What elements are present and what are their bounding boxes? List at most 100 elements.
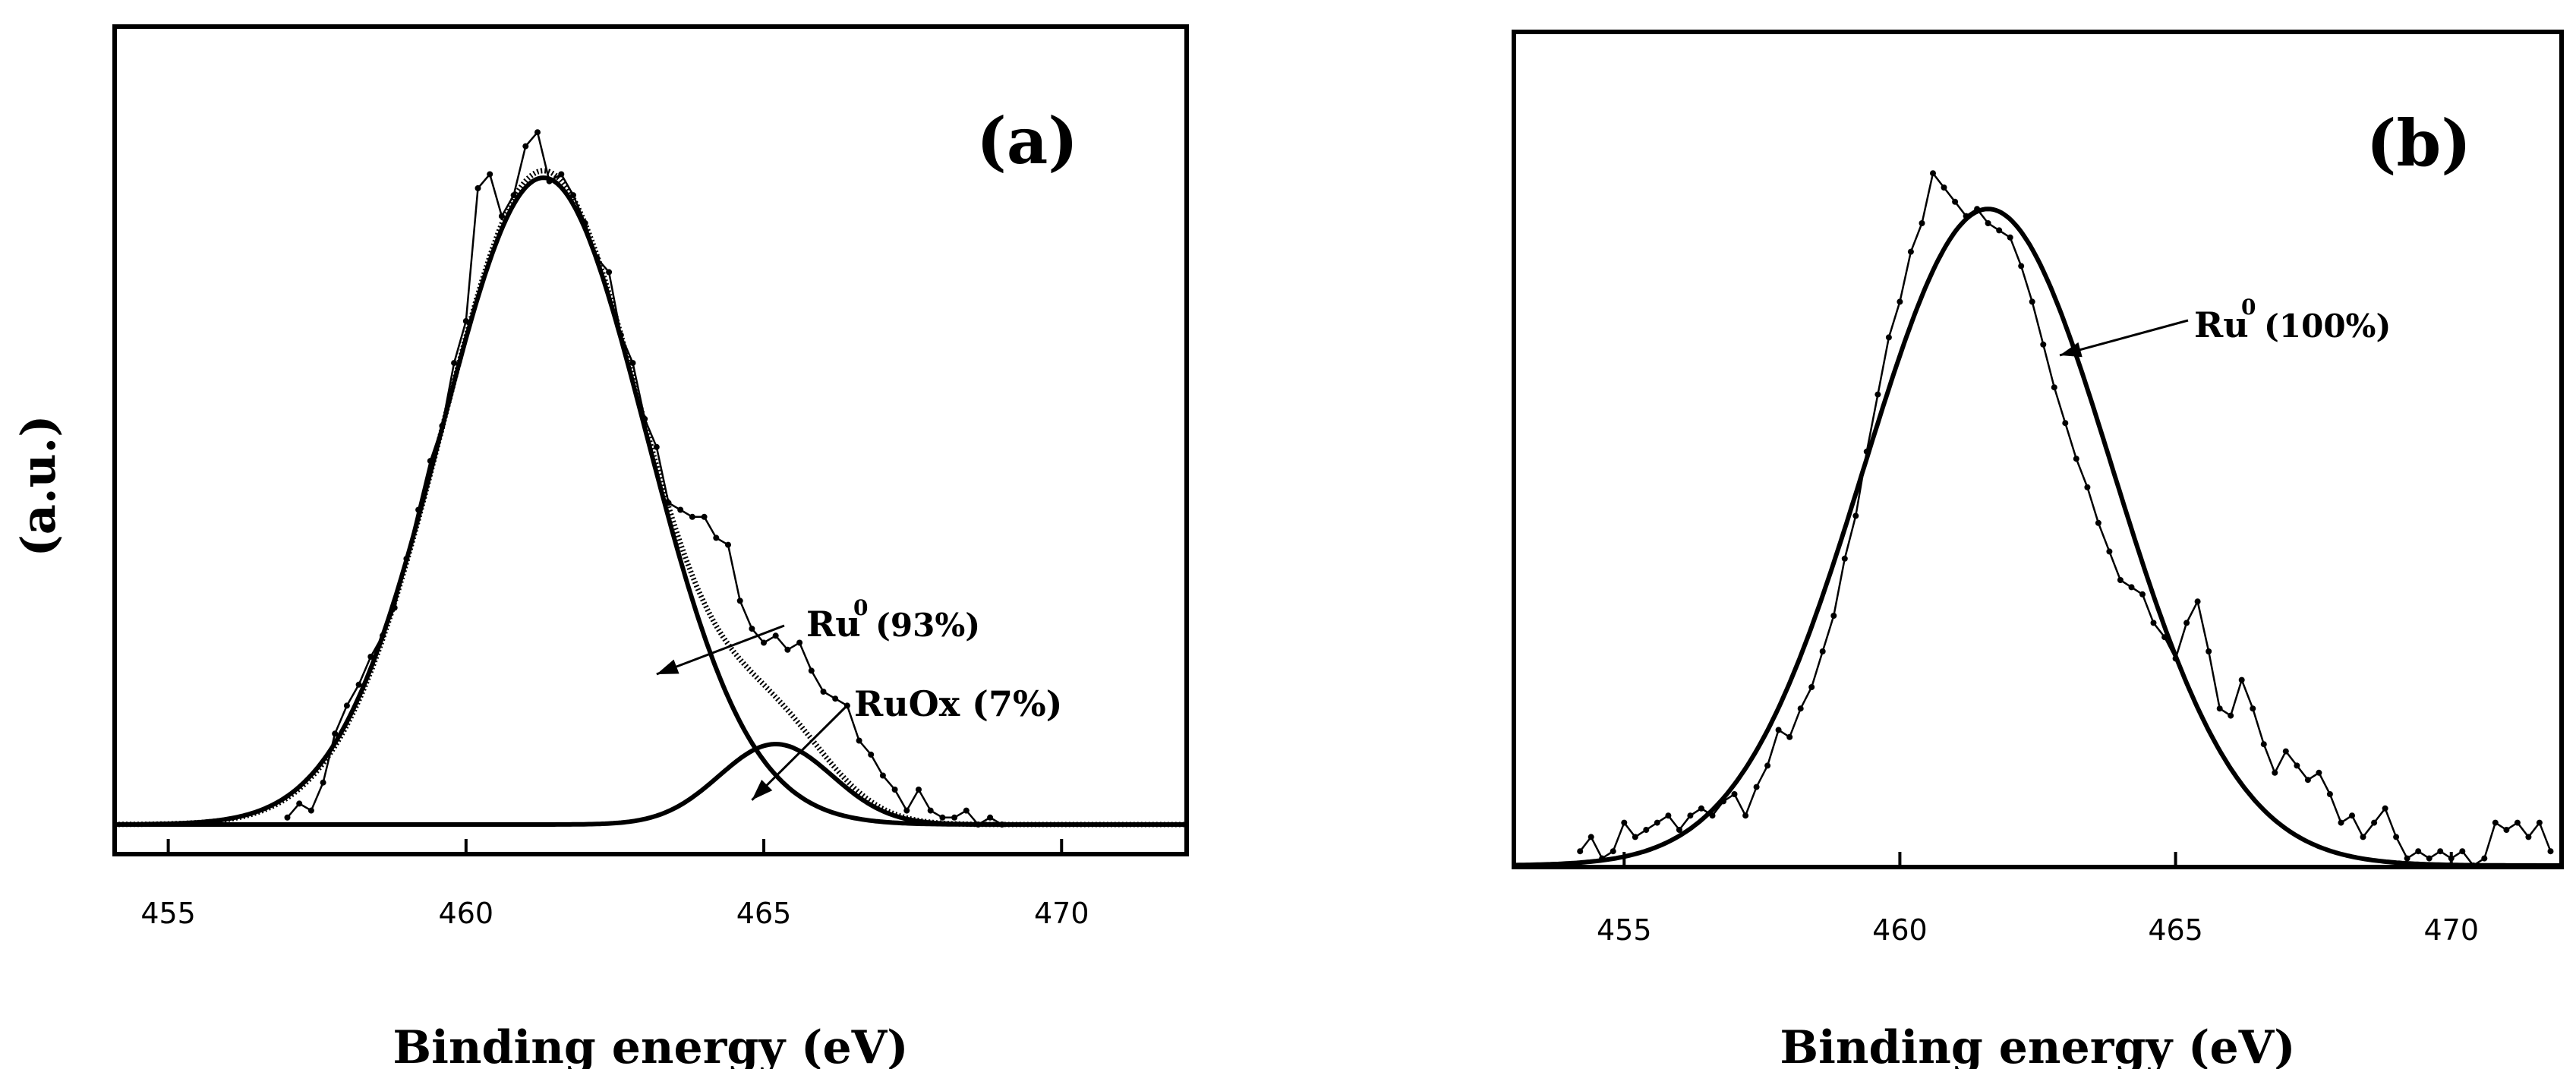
data-point — [689, 513, 695, 520]
data-point — [2018, 263, 2025, 270]
data-point — [796, 639, 803, 646]
data-point — [2360, 834, 2366, 840]
data-point — [498, 213, 505, 219]
data-point — [987, 814, 994, 821]
x-tick-label: 465 — [2148, 913, 2203, 947]
data-point — [725, 541, 731, 548]
data-point — [939, 814, 946, 821]
annotation-superscript: 0 — [2241, 295, 2256, 320]
annotation-percentage: (100%) — [2264, 307, 2391, 345]
data-point — [2139, 591, 2146, 598]
data-point — [307, 807, 314, 814]
x-tick-label: 460 — [439, 897, 494, 930]
data-point — [2492, 819, 2499, 826]
annotation-arrow-line — [656, 624, 785, 676]
annotation-arrowhead — [656, 659, 679, 674]
annotations-group-b: Ru0 (100%) — [2059, 295, 2391, 358]
data-point — [2503, 827, 2510, 833]
data-point — [1687, 812, 1694, 819]
data-point — [2426, 855, 2433, 862]
data-point — [879, 772, 886, 779]
data-point — [320, 779, 326, 786]
series-experimental-line — [1579, 171, 2552, 867]
data-point — [784, 646, 791, 653]
data-point — [2128, 584, 2135, 591]
data-point — [355, 681, 362, 688]
data-point — [1841, 555, 1848, 562]
data-point — [343, 702, 350, 709]
data-point — [832, 695, 839, 702]
x-ticks-a: 455 460 465 470 — [140, 839, 1089, 930]
data-point — [653, 443, 660, 450]
data-point — [284, 814, 291, 821]
data-point — [749, 626, 755, 632]
data-point — [2371, 819, 2378, 826]
data-point — [606, 269, 613, 276]
data-point — [475, 184, 481, 191]
data-point — [2382, 805, 2388, 812]
data-point — [2216, 705, 2223, 712]
data-point — [868, 751, 875, 758]
data-point — [1731, 791, 1738, 797]
panel-a: Ru0 (93%) RuOx (7%) 455 460 465 470 (a) Bindi… — [11, 24, 1189, 1069]
x-tick-label: 455 — [1597, 913, 1652, 947]
annotation-percentage: (93%) — [875, 607, 980, 644]
data-point — [1698, 805, 1704, 812]
data-point — [451, 360, 458, 367]
data-point — [2238, 676, 2245, 683]
data-point — [2062, 420, 2069, 427]
data-point — [2437, 848, 2444, 855]
data-point — [2029, 298, 2035, 305]
data-point — [916, 787, 922, 793]
data-point — [903, 807, 910, 814]
data-point — [736, 598, 743, 604]
annotations-group-a: Ru0 (93%) RuOx (7%) — [656, 595, 1062, 801]
series-ru0-fit-curve — [115, 175, 1187, 827]
data-point — [2007, 234, 2013, 241]
data-point — [2228, 712, 2234, 719]
series-group-b — [1514, 170, 2562, 869]
data-point — [1753, 784, 1760, 790]
data-point — [1941, 184, 1947, 191]
data-point — [2272, 769, 2278, 776]
data-point — [1588, 834, 1594, 840]
data-point — [2415, 848, 2422, 855]
annotation-label: Ru — [2194, 304, 2249, 345]
annotation-arrow-line — [2059, 319, 2189, 357]
data-point — [1930, 170, 1936, 177]
data-point — [1621, 819, 1628, 826]
data-point — [1819, 648, 1826, 654]
data-point — [1775, 727, 1782, 733]
data-point — [677, 506, 684, 513]
data-point — [761, 639, 767, 646]
data-point — [2206, 648, 2212, 654]
data-point — [487, 171, 493, 178]
data-point — [2304, 777, 2311, 784]
data-point — [2525, 834, 2532, 840]
x-ticks-b: 455 460 465 470 — [1597, 852, 2479, 947]
x-tick-label: 465 — [736, 897, 792, 930]
annotation-arrowhead — [752, 779, 773, 800]
data-point — [2481, 855, 2488, 862]
data-point — [713, 534, 720, 541]
data-point — [2250, 705, 2256, 712]
data-point — [1996, 227, 2003, 234]
x-axis-label-a: Binding energy (eV) — [393, 1021, 908, 1069]
data-point — [2117, 577, 2124, 583]
data-point — [1665, 812, 1672, 819]
data-point — [1786, 733, 1793, 740]
annotation-label: Ru — [806, 604, 861, 645]
annotation-label: RuOx (7%) — [854, 683, 1062, 724]
series-group-a — [115, 129, 1187, 828]
data-point — [1907, 248, 1914, 255]
data-point — [1577, 848, 1584, 855]
data-point — [951, 814, 958, 821]
data-point — [701, 513, 708, 520]
data-point — [2095, 519, 2101, 526]
data-point — [1952, 198, 1959, 205]
data-point — [963, 807, 970, 814]
data-point — [2514, 819, 2521, 826]
annotation-arrow-line — [751, 705, 847, 801]
data-point — [296, 800, 303, 807]
